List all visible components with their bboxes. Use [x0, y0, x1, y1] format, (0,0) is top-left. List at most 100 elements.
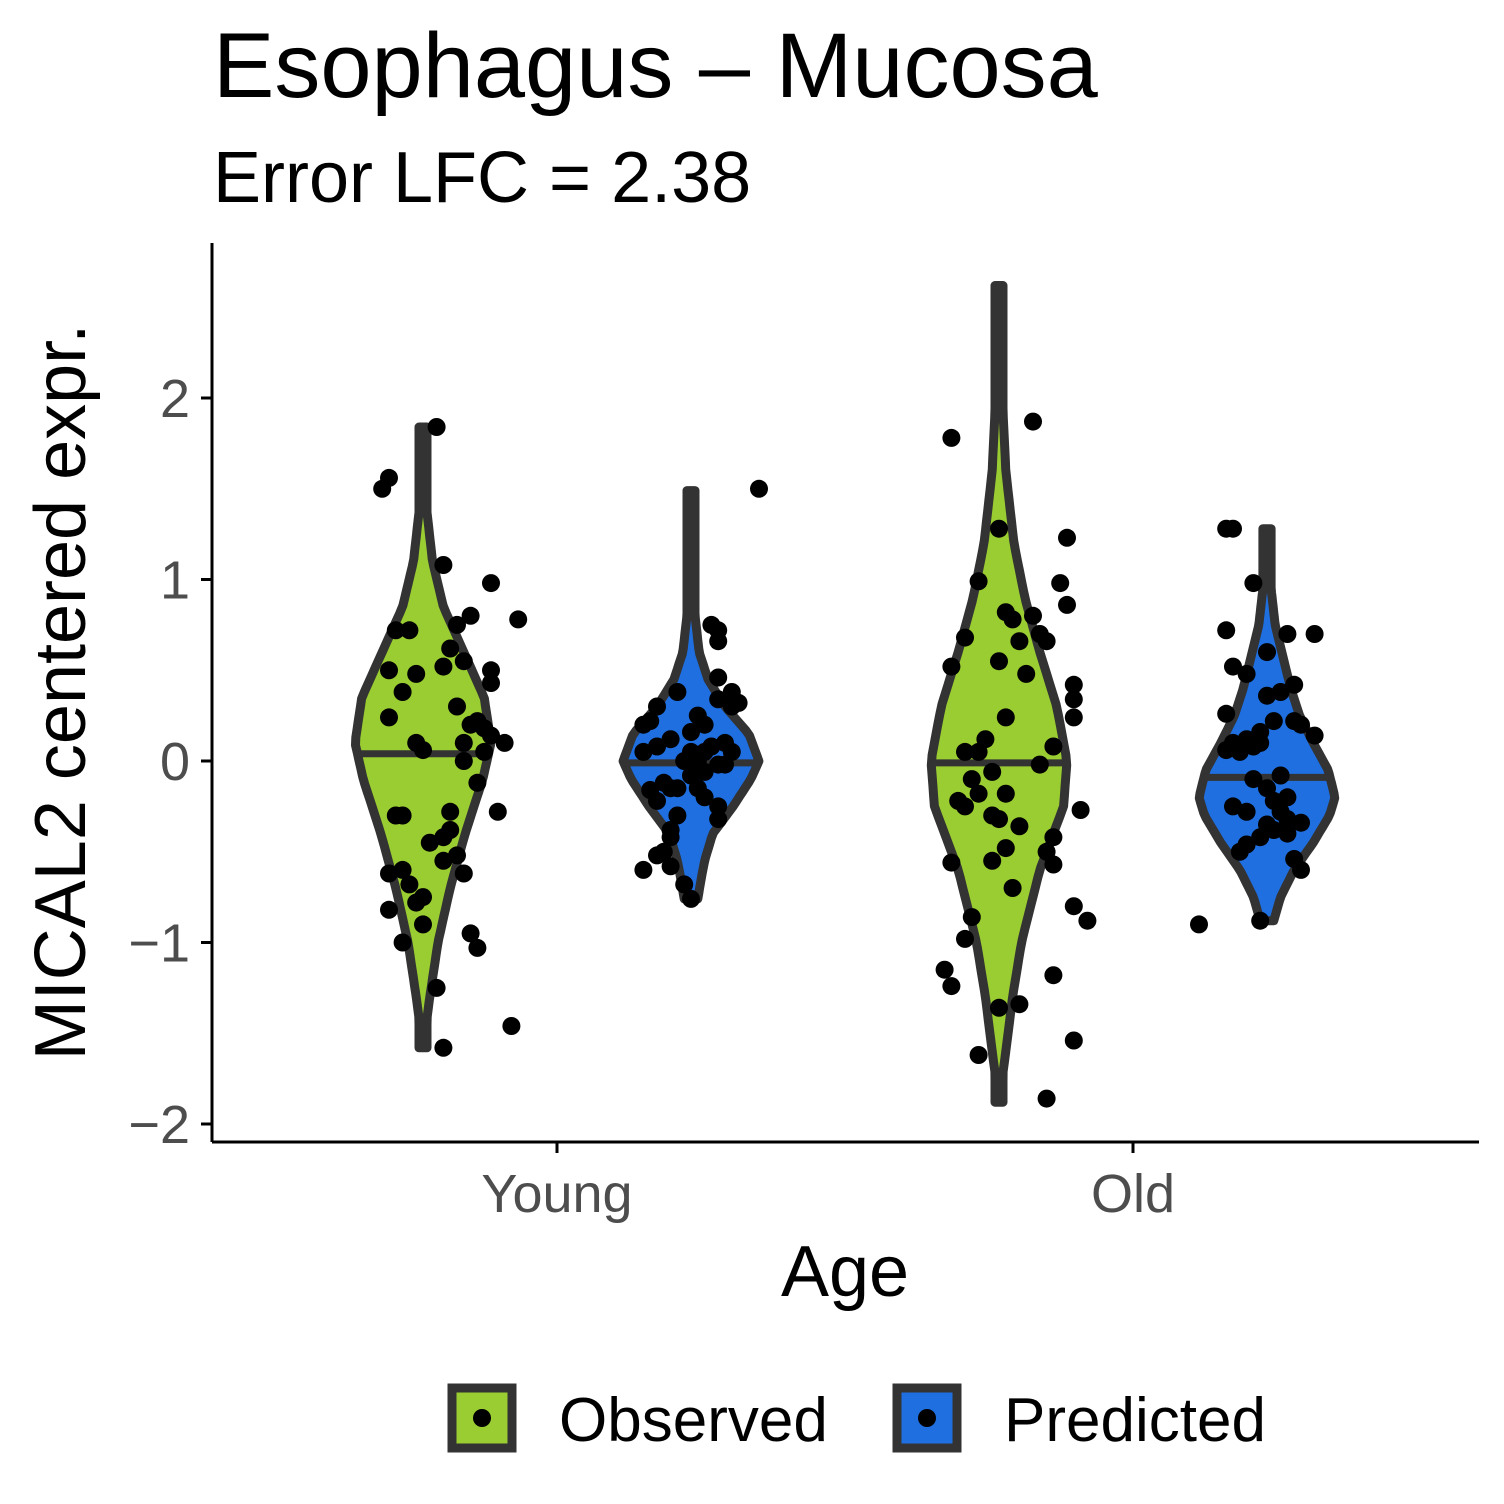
data-point — [969, 572, 988, 591]
data-point — [1278, 625, 1297, 643]
data-point — [682, 723, 700, 741]
data-point — [661, 730, 680, 749]
chart-subtitle: Error LFC = 2.38 — [213, 138, 751, 218]
data-point — [1024, 606, 1042, 625]
data-point — [1278, 810, 1297, 829]
data-point — [509, 610, 528, 629]
data-point — [996, 708, 1015, 727]
data-point — [468, 938, 487, 957]
data-point — [942, 977, 961, 996]
data-point — [1064, 897, 1083, 916]
data-point — [956, 742, 974, 761]
data-point — [1224, 519, 1242, 538]
data-point — [709, 810, 728, 829]
data-point — [414, 741, 432, 760]
data-point — [1224, 797, 1242, 816]
data-point — [634, 860, 653, 879]
data-point — [668, 806, 687, 825]
data-point — [990, 652, 1008, 671]
data-point — [461, 924, 480, 943]
data-point — [427, 418, 446, 436]
data-point — [709, 632, 728, 651]
legend-key-point — [473, 1409, 491, 1427]
data-point — [454, 652, 473, 671]
data-point — [1278, 788, 1297, 807]
data-point — [434, 657, 453, 676]
data-point — [482, 661, 500, 680]
data-point — [1285, 675, 1304, 694]
data-point — [441, 639, 460, 658]
data-point — [448, 697, 466, 716]
data-point — [648, 791, 666, 810]
data-point — [1010, 817, 1029, 836]
data-point — [380, 708, 398, 727]
data-point — [448, 846, 466, 865]
data-point — [502, 1017, 521, 1035]
data-point — [1264, 821, 1283, 839]
data-point — [682, 889, 700, 908]
data-point — [1230, 842, 1249, 861]
data-point — [634, 742, 653, 761]
data-point — [1030, 755, 1049, 774]
data-point — [969, 784, 988, 803]
data-point — [675, 752, 694, 770]
violins-layer — [351, 281, 1340, 1108]
data-point — [454, 864, 473, 883]
data-point — [709, 797, 728, 816]
data-point — [420, 833, 439, 852]
data-point — [1003, 610, 1022, 629]
data-point — [414, 915, 432, 934]
data-point — [441, 802, 460, 821]
data-point — [1078, 911, 1097, 930]
data-point — [1064, 675, 1083, 694]
data-point — [380, 864, 398, 883]
data-point — [1071, 801, 1090, 819]
data-point — [434, 556, 453, 574]
data-point — [1224, 657, 1242, 676]
data-point — [475, 742, 494, 761]
data-point — [661, 857, 680, 876]
data-point — [990, 998, 1008, 1017]
data-point — [427, 978, 446, 997]
axes-layer — [210, 243, 1479, 1144]
data-point — [983, 851, 1002, 870]
data-point — [962, 770, 981, 789]
data-point — [634, 715, 653, 734]
y-tick-label: 0 — [160, 732, 190, 792]
data-point — [935, 960, 954, 979]
data-point — [648, 737, 666, 756]
data-point — [695, 788, 714, 807]
data-point — [942, 428, 961, 447]
data-point — [1271, 766, 1290, 785]
data-point — [1244, 574, 1263, 593]
legend: Observed Predicted — [447, 1383, 1266, 1455]
data-point — [400, 621, 419, 640]
data-point — [1258, 643, 1276, 662]
data-point — [648, 697, 666, 716]
data-point — [695, 762, 714, 781]
data-point — [1051, 574, 1070, 593]
data-point — [454, 733, 473, 752]
data-point — [648, 846, 666, 865]
data-point — [482, 674, 500, 692]
data-point — [969, 742, 988, 761]
data-point — [956, 628, 974, 647]
y-tick-label: 1 — [160, 551, 190, 611]
data-point — [434, 1038, 453, 1057]
data-point — [1292, 715, 1310, 734]
data-point — [380, 468, 398, 487]
data-point — [1217, 741, 1236, 760]
data-point — [956, 797, 974, 816]
data-point — [695, 715, 714, 734]
data-point — [983, 762, 1002, 781]
chart-title: Esophagus – Mucosa — [213, 15, 1099, 117]
data-point — [1044, 966, 1063, 985]
data-point — [380, 900, 398, 919]
data-point — [956, 929, 974, 948]
data-point — [1190, 915, 1208, 934]
data-point — [1010, 632, 1029, 651]
data-point — [1010, 995, 1029, 1014]
y-tick-label: 2 — [160, 369, 190, 429]
legend-label-observed: Observed — [559, 1386, 828, 1455]
data-point — [495, 733, 514, 752]
